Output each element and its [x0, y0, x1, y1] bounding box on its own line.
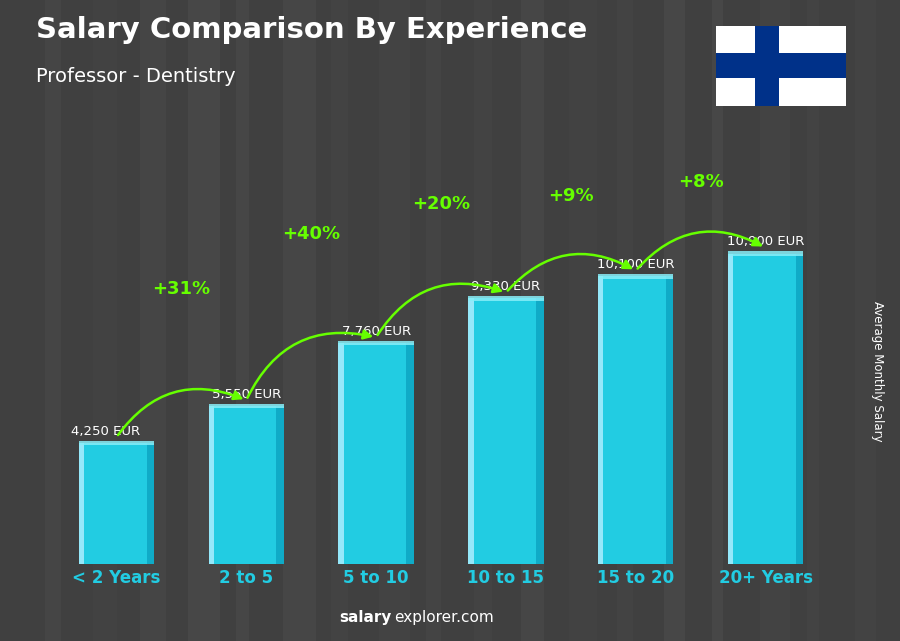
Text: +20%: +20% — [412, 195, 470, 213]
Bar — [616, 0, 639, 641]
Bar — [728, 251, 803, 256]
Bar — [93, 0, 119, 641]
Text: 10,900 EUR: 10,900 EUR — [727, 235, 805, 249]
Text: 9,330 EUR: 9,330 EUR — [472, 280, 541, 293]
Bar — [712, 0, 729, 641]
Bar — [521, 0, 535, 641]
Bar — [79, 441, 154, 445]
Bar — [188, 0, 219, 641]
Text: explorer.com: explorer.com — [394, 610, 494, 625]
Text: Average Monthly Salary: Average Monthly Salary — [871, 301, 884, 442]
Bar — [338, 343, 414, 564]
Bar — [760, 0, 777, 641]
Text: 4,250 EUR: 4,250 EUR — [71, 425, 140, 438]
Bar — [147, 443, 154, 564]
Text: +9%: +9% — [548, 187, 594, 205]
Bar — [379, 0, 406, 641]
Bar — [79, 443, 154, 564]
Bar — [338, 343, 344, 564]
Bar — [598, 276, 673, 564]
Bar — [468, 296, 544, 301]
Text: Professor - Dentistry: Professor - Dentistry — [36, 67, 236, 87]
Bar — [468, 298, 473, 564]
Bar — [666, 276, 673, 564]
Bar — [284, 0, 317, 641]
Bar — [716, 53, 846, 78]
Bar — [796, 254, 803, 564]
Bar — [664, 0, 680, 641]
Bar — [209, 406, 284, 564]
Bar — [536, 298, 544, 564]
Bar — [331, 0, 353, 641]
Bar — [728, 254, 733, 564]
Bar — [569, 0, 590, 641]
Text: +8%: +8% — [678, 173, 724, 191]
Text: +31%: +31% — [152, 279, 211, 297]
Bar — [473, 0, 499, 641]
Bar — [598, 274, 673, 279]
Bar — [598, 276, 603, 564]
Bar — [79, 443, 84, 564]
Bar — [755, 26, 778, 106]
Text: Salary Comparison By Experience: Salary Comparison By Experience — [36, 16, 587, 44]
Bar — [406, 343, 414, 564]
Bar — [45, 0, 69, 641]
Text: salary: salary — [339, 610, 392, 625]
Bar — [236, 0, 248, 641]
Bar — [427, 0, 445, 641]
Bar — [338, 341, 414, 345]
Text: +40%: +40% — [282, 225, 340, 244]
Bar — [855, 0, 868, 641]
Bar — [209, 404, 284, 408]
Text: 10,100 EUR: 10,100 EUR — [597, 258, 674, 271]
Bar — [209, 406, 214, 564]
Text: 5,550 EUR: 5,550 EUR — [212, 388, 281, 401]
Bar — [140, 0, 166, 641]
Bar — [728, 254, 803, 564]
Bar — [276, 406, 284, 564]
Text: 7,760 EUR: 7,760 EUR — [341, 325, 410, 338]
Bar — [807, 0, 826, 641]
Bar — [468, 298, 544, 564]
